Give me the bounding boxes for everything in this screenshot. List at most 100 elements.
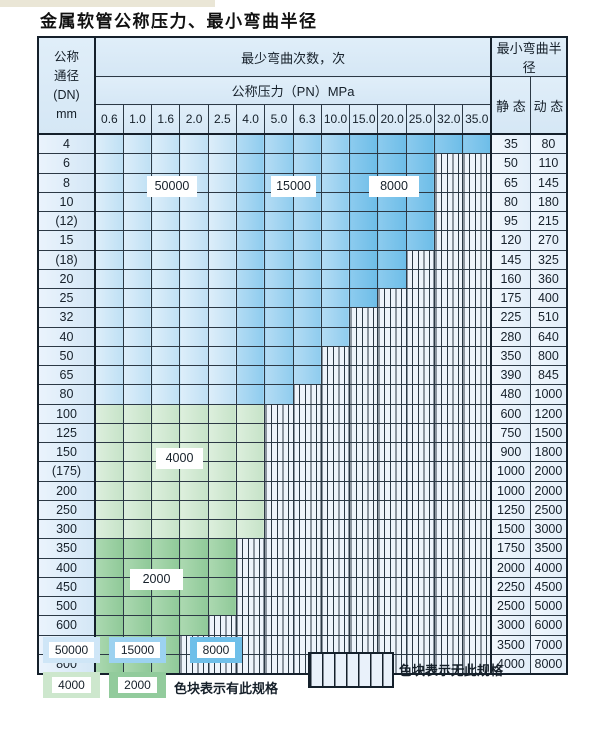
spec-cell	[207, 538, 237, 559]
spec-cell	[94, 518, 124, 540]
spec-cell	[151, 307, 181, 328]
table-row: 40 280 640	[37, 326, 568, 347]
no-spec-cell	[349, 364, 379, 386]
no-spec-cell	[349, 422, 379, 444]
spec-cell	[179, 576, 209, 598]
spec-cell	[122, 345, 153, 367]
dynamic-radius-value: 3500	[529, 538, 568, 559]
spec-cell	[405, 133, 436, 155]
no-spec-cell	[377, 287, 407, 309]
no-spec-cell	[320, 441, 351, 463]
no-spec-cell	[434, 191, 464, 213]
no-spec-cell	[434, 345, 464, 367]
spec-cell	[122, 172, 153, 193]
no-spec-cell	[264, 576, 294, 598]
spec-cell	[122, 287, 153, 309]
legend-swatch-label: 8000	[196, 642, 236, 658]
spec-cell	[320, 172, 351, 193]
spec-cell	[151, 345, 181, 367]
dn-header-line: 公称	[53, 49, 79, 64]
dn-value: 450	[37, 576, 96, 598]
dynamic-radius-value: 270	[529, 230, 568, 251]
pn-value: 5.0	[264, 104, 294, 135]
static-radius-value: 2500	[490, 595, 531, 617]
no-spec-cell	[405, 307, 436, 328]
spec-cell	[179, 307, 209, 328]
spec-cell	[235, 210, 266, 232]
pn-value: 0.6	[94, 104, 124, 135]
no-spec-cell	[462, 191, 492, 213]
spec-cell	[207, 518, 237, 540]
spec-cell	[320, 307, 351, 328]
dn-value: 4	[37, 133, 96, 155]
spec-cell	[94, 499, 124, 521]
spec-cell	[122, 422, 153, 444]
spec-cell	[235, 384, 266, 405]
no-spec-cell	[434, 441, 464, 463]
dynamic-radius-value: 6000	[529, 615, 568, 636]
spec-cell	[179, 210, 209, 232]
spec-cell	[264, 210, 294, 232]
spec-cell	[292, 210, 322, 232]
spec-cell	[207, 307, 237, 328]
no-spec-cell	[292, 422, 322, 444]
no-spec-cell	[377, 307, 407, 328]
spec-cell	[292, 364, 322, 386]
spec-cell	[235, 191, 266, 213]
spec-cell	[179, 538, 209, 559]
spec-cell	[179, 518, 209, 540]
no-spec-cell	[405, 595, 436, 617]
spec-cell	[151, 230, 181, 251]
spec-cell	[320, 210, 351, 232]
no-spec-cell	[377, 364, 407, 386]
spec-cell	[264, 153, 294, 174]
no-spec-cell	[405, 634, 436, 655]
dn-value: 100	[37, 403, 96, 424]
dn-value: 10	[37, 191, 96, 213]
spec-cell	[292, 153, 322, 174]
spec-cell	[349, 268, 379, 290]
no-spec-cell	[434, 230, 464, 251]
dn-value: 6	[37, 153, 96, 174]
no-spec-cell	[377, 403, 407, 424]
spec-cell	[292, 230, 322, 251]
no-spec-cell	[292, 499, 322, 521]
static-radius-value: 2250	[490, 576, 531, 598]
static-header: 静 态	[490, 76, 531, 135]
dynamic-radius-value: 3000	[529, 518, 568, 540]
spec-cell	[264, 230, 294, 251]
dn-header-line: mm	[56, 106, 77, 121]
bend-radius-header: 最小弯曲半径	[490, 36, 568, 77]
spec-cell	[405, 153, 436, 174]
no-spec-cell	[462, 499, 492, 521]
spec-cell	[377, 268, 407, 290]
zone-label-50000: 50000	[147, 176, 197, 197]
table-row: 500 2500 5000	[37, 595, 568, 617]
page-title: 金属软管公称压力、最小弯曲半径	[40, 12, 318, 32]
no-spec-cell	[462, 249, 492, 270]
no-spec-cell	[462, 576, 492, 598]
dynamic-radius-value: 2500	[529, 499, 568, 521]
spec-cell	[235, 461, 266, 482]
no-spec-cell	[462, 403, 492, 424]
legend-swatch-label: 4000	[52, 677, 91, 693]
dynamic-radius-value: 360	[529, 268, 568, 290]
no-spec-cell	[349, 461, 379, 482]
spec-cell	[235, 364, 266, 386]
no-spec-cell	[320, 422, 351, 444]
no-spec-cell	[405, 518, 436, 540]
no-spec-cell	[462, 153, 492, 174]
no-spec-cell	[462, 538, 492, 559]
no-spec-cell	[349, 326, 379, 347]
legend-swatch-8000: 8000	[190, 637, 242, 663]
no-spec-cell	[434, 384, 464, 405]
dn-value: 600	[37, 615, 96, 636]
no-spec-cell	[405, 345, 436, 367]
spec-cell	[207, 441, 237, 463]
spec-cell	[94, 191, 124, 213]
bend-cycles-header: 最少弯曲次数，次	[94, 36, 492, 77]
no-spec-cell	[434, 595, 464, 617]
spec-cell	[179, 403, 209, 424]
no-spec-cell	[292, 518, 322, 540]
no-spec-cell	[349, 499, 379, 521]
